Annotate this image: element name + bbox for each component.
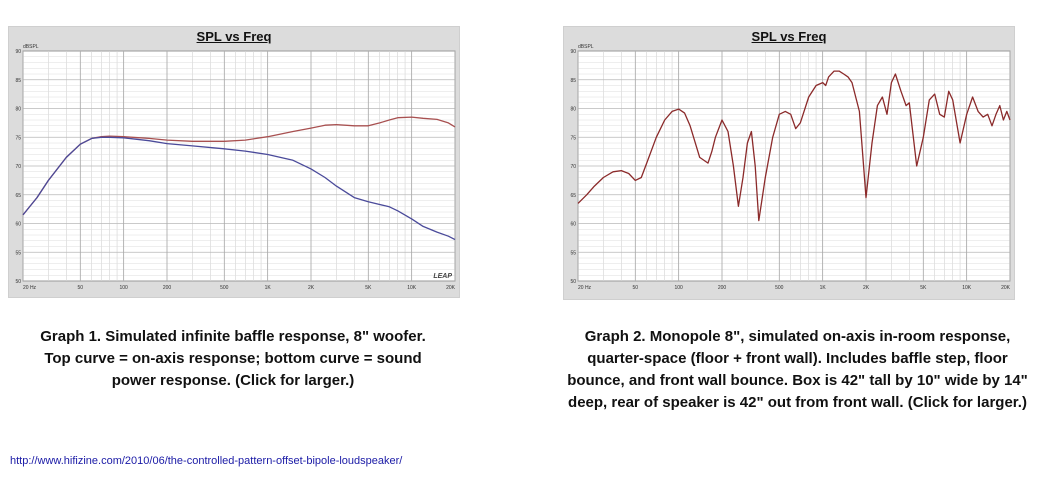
y-tick-label: 60: [15, 222, 21, 228]
y-tick-label: 85: [570, 78, 576, 84]
graph-1-caption: Graph 1. Simulated infinite baffle respo…: [40, 328, 426, 389]
x-tick-label: 200: [718, 285, 727, 291]
y-axis-label: dBSPL: [23, 44, 39, 50]
y-tick-label: 55: [15, 250, 21, 256]
x-tick-label: 100: [674, 285, 683, 291]
watermark-label: LEAP: [433, 273, 452, 280]
y-tick-label: 75: [15, 135, 21, 141]
graph-1-panel[interactable]: SPL vs Freq dBSPL 90 85 80 75 70 65 60 55 50 20 Hz…: [8, 26, 460, 298]
y-tick-label: 80: [15, 107, 21, 113]
source-link[interactable]: http://www.hifizine.com/2010/06/the-cont…: [10, 455, 403, 467]
graph-2-title: SPL vs Freq: [751, 29, 827, 44]
x-tick-label: 2K: [863, 285, 870, 291]
y-tick-label: 50: [15, 279, 21, 285]
series-line-1: [577, 70, 1011, 222]
x-tick-label: 50: [633, 285, 639, 291]
y-tick-label: 55: [570, 250, 576, 256]
x-tick-label: 1K: [265, 285, 272, 291]
y-tick-label: 70: [15, 164, 21, 170]
y-tick-label: 90: [570, 49, 576, 55]
x-tick-label: 20 Hz: [23, 285, 37, 291]
x-tick-label: 200: [163, 285, 172, 291]
x-tick-label: 5K: [365, 285, 372, 291]
y-axis-label: dBSPL: [578, 44, 594, 50]
y-tick-label: 90: [15, 49, 21, 55]
x-tick-label: 20 Hz: [578, 285, 592, 291]
y-tick-label: 85: [15, 78, 21, 84]
grid-lines: [22, 51, 456, 281]
x-tick-label: 500: [220, 285, 229, 291]
x-tick-label: 20K: [1001, 285, 1011, 291]
series-line-2: [22, 136, 456, 241]
graph-1-title: SPL vs Freq: [196, 29, 272, 44]
y-tick-label: 65: [570, 193, 576, 199]
y-tick-label: 50: [570, 279, 576, 285]
graph-2-caption: Graph 2. Monopole 8", simulated on-axis …: [567, 328, 1028, 411]
x-tick-label: 1K: [820, 285, 827, 291]
x-tick-label: 10K: [962, 285, 972, 291]
grid-lines: [577, 51, 1011, 281]
x-tick-label: 20K: [446, 285, 456, 291]
y-tick-label: 65: [15, 193, 21, 199]
x-tick-label: 50: [78, 285, 84, 291]
x-tick-label: 2K: [308, 285, 315, 291]
graph-2-panel[interactable]: SPL vs Freq dBSPL 90 85 80 75 70 65 60 55 50 20 Hz…: [563, 26, 1015, 300]
x-tick-label: 10K: [407, 285, 417, 291]
y-tick-label: 70: [570, 164, 576, 170]
y-tick-label: 60: [570, 222, 576, 228]
y-tick-label: 80: [570, 107, 576, 113]
x-tick-label: 500: [775, 285, 784, 291]
x-tick-label: 5K: [920, 285, 927, 291]
y-tick-label: 75: [570, 135, 576, 141]
x-tick-label: 100: [119, 285, 128, 291]
